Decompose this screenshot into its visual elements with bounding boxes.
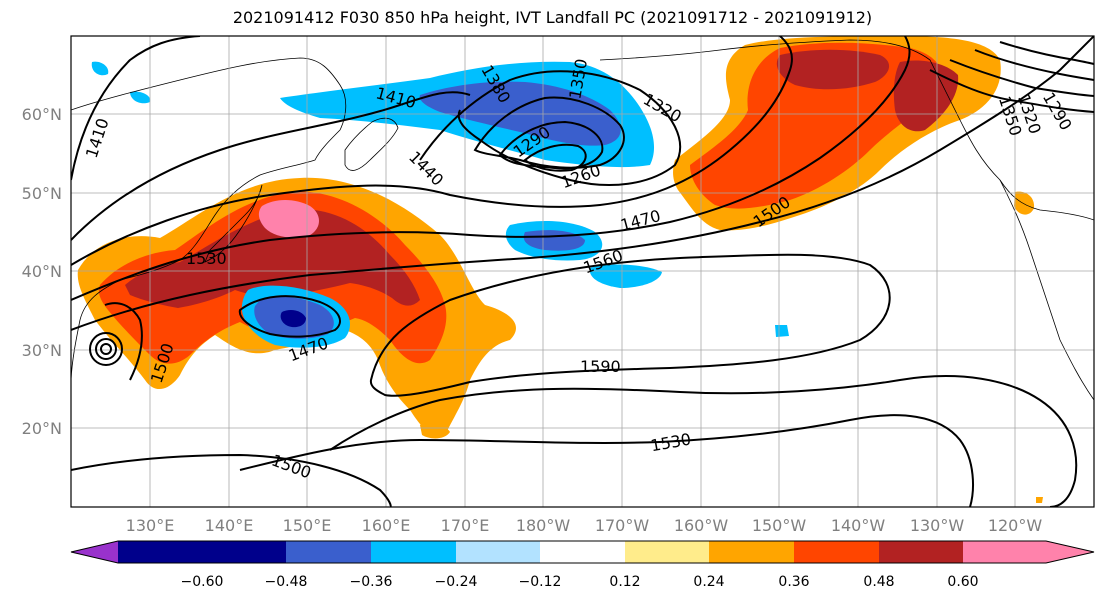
lon-label: 160°E xyxy=(362,516,411,535)
colorbar-tick-label: −0.24 xyxy=(435,574,478,590)
colorbar-segment xyxy=(456,541,540,563)
colorbar: −0.60 −0.48 −0.36 −0.24 −0.12 0.12 0.24 … xyxy=(70,540,1095,590)
lat-label: 60°N xyxy=(22,105,62,124)
colorbar-arrow-left xyxy=(71,541,118,563)
height-contours xyxy=(71,36,1094,507)
shaded-field xyxy=(77,36,1043,503)
negative-region-hawaii-n xyxy=(589,264,662,288)
colorbar-segment xyxy=(540,541,625,563)
colorbar-tick-label: 0.12 xyxy=(609,574,640,590)
colorbar-segment xyxy=(709,541,794,563)
colorbar-arrow-right xyxy=(963,541,1094,563)
colorbar-segment xyxy=(118,541,202,563)
colorbar-tick-label: 0.24 xyxy=(693,574,724,590)
gridlines xyxy=(71,36,1094,507)
colorbar-tick-label: −0.36 xyxy=(350,574,393,590)
positive-region-small-yellow xyxy=(420,422,450,439)
coast-kamchatka xyxy=(344,117,399,171)
colorbar-tick-label: 0.36 xyxy=(778,574,809,590)
lon-label: 160°W xyxy=(674,516,729,535)
colorbar-segment xyxy=(879,541,963,563)
coast-alaska xyxy=(599,39,1094,221)
lon-label: 180°W xyxy=(516,516,571,535)
lon-label: 150°W xyxy=(752,516,807,535)
lon-label: 150°E xyxy=(283,516,332,535)
lon-label: 120°W xyxy=(988,516,1043,535)
colorbar-tick-label: 0.60 xyxy=(947,574,978,590)
colorbar-tick-label: −0.12 xyxy=(519,574,562,590)
lat-label: 40°N xyxy=(22,262,62,281)
lon-label: 140°W xyxy=(831,516,886,535)
colorbar-segment xyxy=(202,541,286,563)
positive-region-small-4 xyxy=(1036,497,1043,503)
positive-region-bc xyxy=(1014,191,1035,215)
lat-label: 20°N xyxy=(22,419,62,438)
colorbar-segment xyxy=(371,541,456,563)
lon-label: 130°W xyxy=(910,516,965,535)
lon-label: 170°E xyxy=(441,516,490,535)
lon-label: 130°E xyxy=(126,516,175,535)
colorbar-segment xyxy=(625,541,709,563)
negative-region-small-3 xyxy=(130,91,151,104)
lon-labels: 130°E 140°E 150°E 160°E 170°E 180°W 170°… xyxy=(126,516,1043,535)
positive-region-goa-darkred xyxy=(776,49,890,90)
lon-label: 140°E xyxy=(205,516,254,535)
colorbar-tick-label: −0.60 xyxy=(181,574,224,590)
lon-label: 170°W xyxy=(595,516,650,535)
positive-region-goa-red xyxy=(690,42,942,209)
coast-japan xyxy=(204,184,263,263)
map-title: 2021091412 F030 850 hPa height, IVT Land… xyxy=(232,8,873,27)
colorbar-tick-label: −0.48 xyxy=(265,574,308,590)
colorbar-frame xyxy=(70,540,1095,564)
colorbar-segment xyxy=(794,541,879,563)
colorbar-tick-label: 0.48 xyxy=(863,574,894,590)
lat-labels: 60°N 50°N 40°N 30°N 20°N xyxy=(22,105,62,438)
colorbar-tick-labels: −0.60 −0.48 −0.36 −0.24 −0.12 0.12 0.24 … xyxy=(181,574,979,590)
contour-label: 1590 xyxy=(580,357,621,376)
map-frame xyxy=(70,35,1095,508)
negative-region-small-2 xyxy=(91,61,109,76)
coast-na xyxy=(999,179,1094,401)
negative-region-navy xyxy=(280,310,306,328)
lat-label: 30°N xyxy=(22,341,62,360)
lat-label: 50°N xyxy=(22,184,62,203)
negative-region-small xyxy=(775,325,789,337)
colorbar-segment xyxy=(286,541,371,563)
contour-label: 1530 xyxy=(186,249,227,268)
positive-region-pink xyxy=(258,200,319,238)
